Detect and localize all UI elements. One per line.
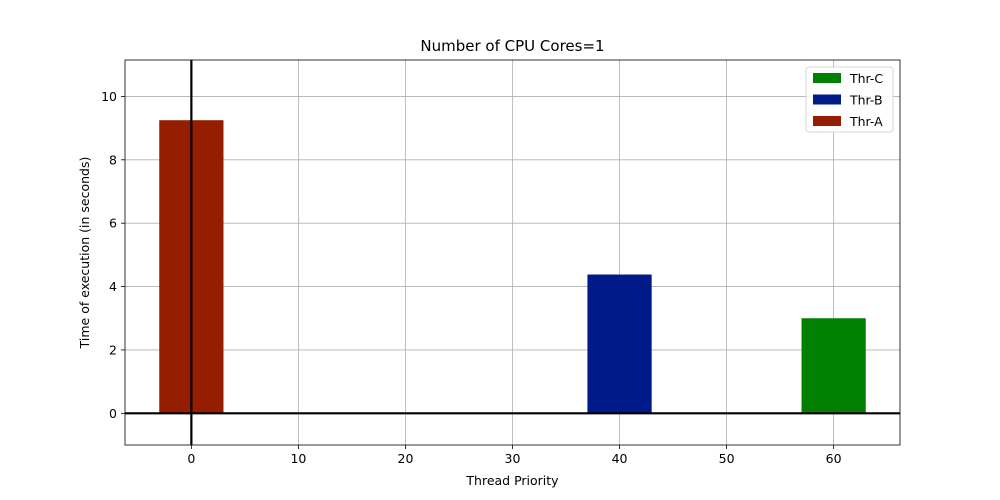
bar-thr-c [801,318,866,414]
x-axis-label: Thread Priority [465,473,559,488]
y-tick-label: 0 [109,406,117,421]
y-tick-label: 8 [109,152,117,167]
y-tick-label: 10 [101,89,117,104]
x-tick-label: 50 [719,451,735,466]
legend-swatch [813,94,841,105]
y-tick-label: 2 [109,342,117,357]
ticks: 0 10 20 30 40 50 60 0 2 4 6 8 10 [101,89,842,466]
legend-label: Thr-A [849,114,883,129]
x-tick-label: 40 [612,451,628,466]
legend-label: Thr-C [849,71,883,86]
legend: Thr-C Thr-B Thr-A [805,66,894,133]
x-tick-label: 20 [398,451,414,466]
x-tick-label: 10 [290,451,306,466]
zero-axis-lines [125,60,900,445]
chart-title: Number of CPU Cores=1 [420,37,604,55]
x-tick-label: 60 [826,451,842,466]
y-tick-label: 4 [109,279,117,294]
legend-swatch [813,73,841,83]
legend-box [805,66,894,133]
x-tick-label: 0 [187,451,195,466]
legend-swatch [813,116,841,126]
legend-label: Thr-B [849,93,883,108]
y-axis-label: Time of execution (in seconds) [77,157,92,350]
x-tick-label: 30 [505,451,521,466]
y-tick-label: 6 [109,216,117,231]
bar-thr-b [587,274,652,414]
